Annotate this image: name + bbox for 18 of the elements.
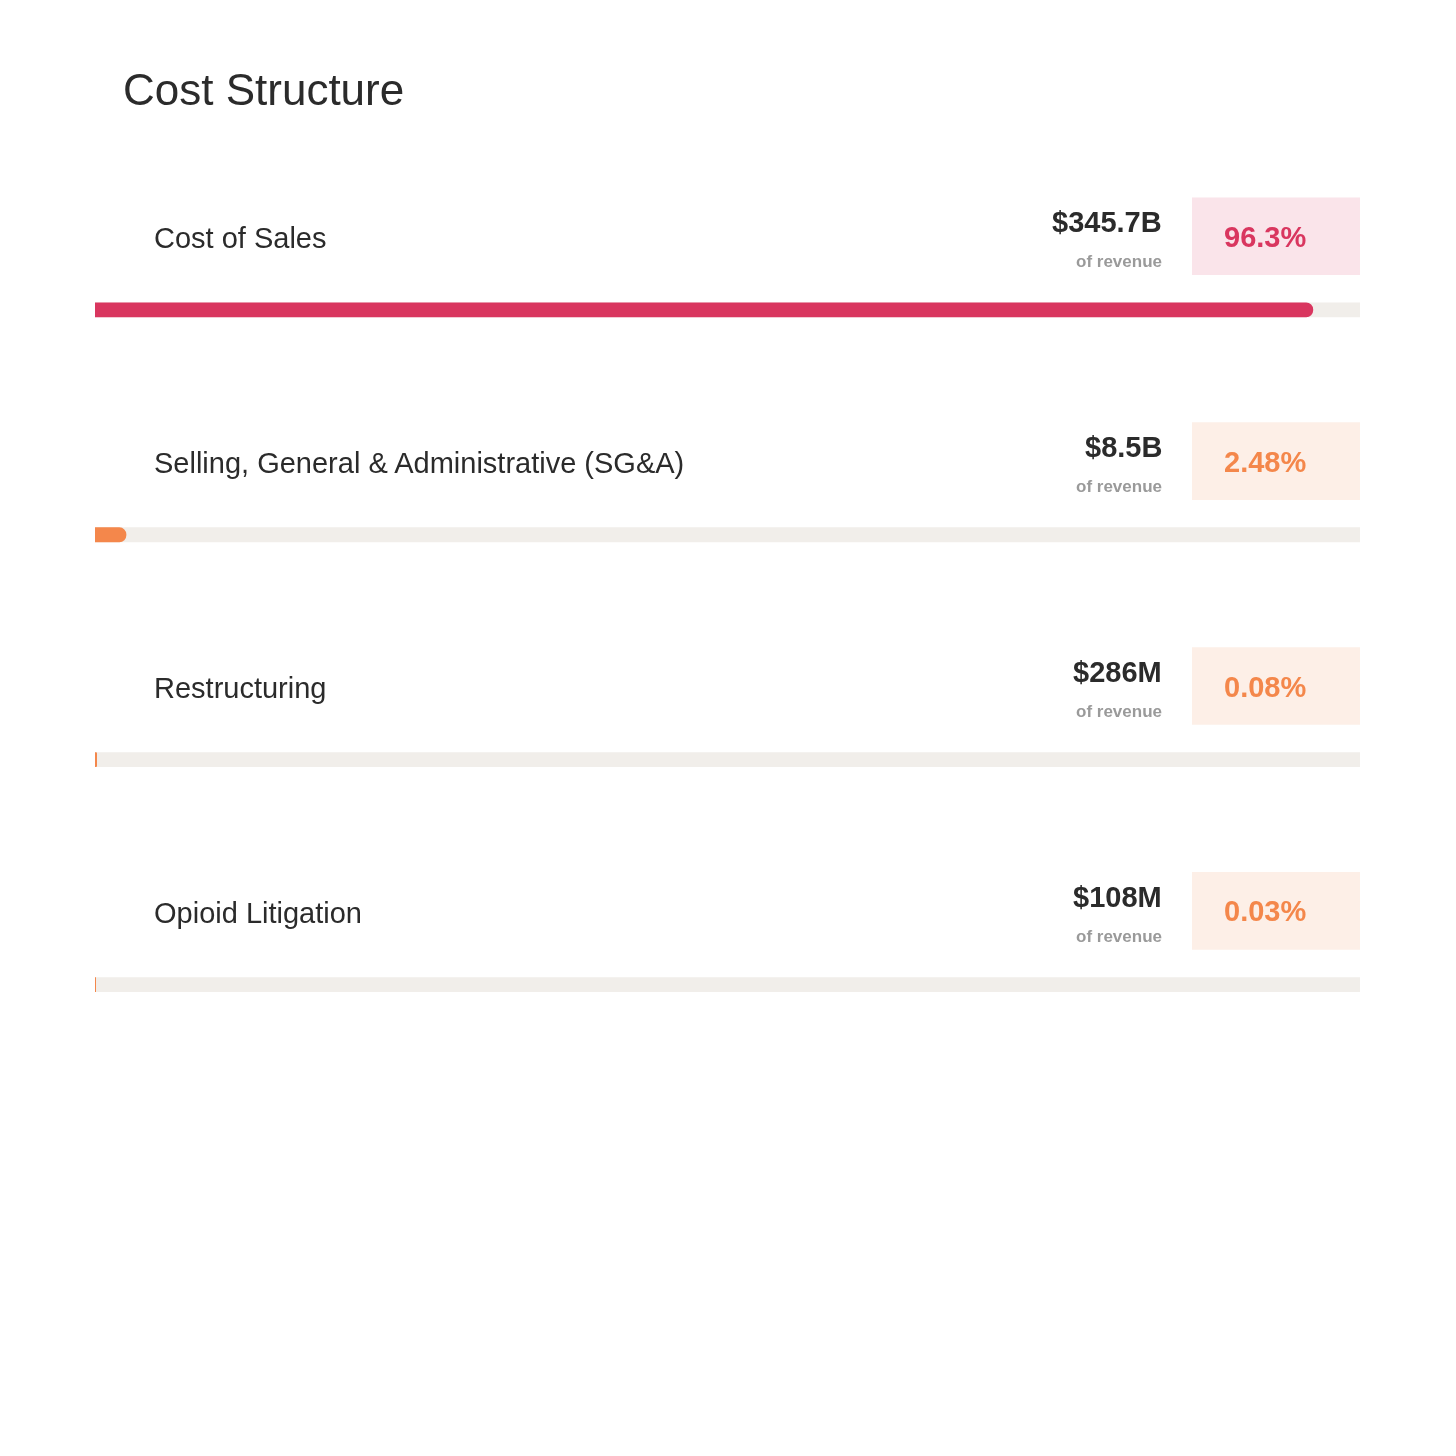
data-label: 2.48%	[1224, 446, 1307, 478]
y-tick-label: Restructuring	[154, 672, 327, 704]
annotation: $108M	[1073, 881, 1162, 913]
annotation: $345.7B	[1052, 206, 1162, 238]
y-tick-label: Selling, General & Administrative (SG&A)	[154, 447, 685, 479]
data-label: 0.08%	[1224, 671, 1307, 703]
annotation: of revenue	[1076, 927, 1162, 946]
annotation: $286M	[1073, 656, 1162, 688]
annotation: of revenue	[1076, 702, 1162, 721]
bar	[95, 527, 127, 543]
annotation: of revenue	[1076, 252, 1162, 271]
y-tick-label: Opioid Litigation	[154, 897, 362, 929]
y-tick-label: Cost of Sales	[154, 222, 327, 254]
chart-title: Cost Structure	[123, 65, 405, 115]
annotation: $8.5B	[1085, 431, 1163, 463]
data-label: 0.03%	[1224, 895, 1307, 927]
annotation: of revenue	[1076, 477, 1162, 496]
data-label: 96.3%	[1224, 221, 1307, 253]
